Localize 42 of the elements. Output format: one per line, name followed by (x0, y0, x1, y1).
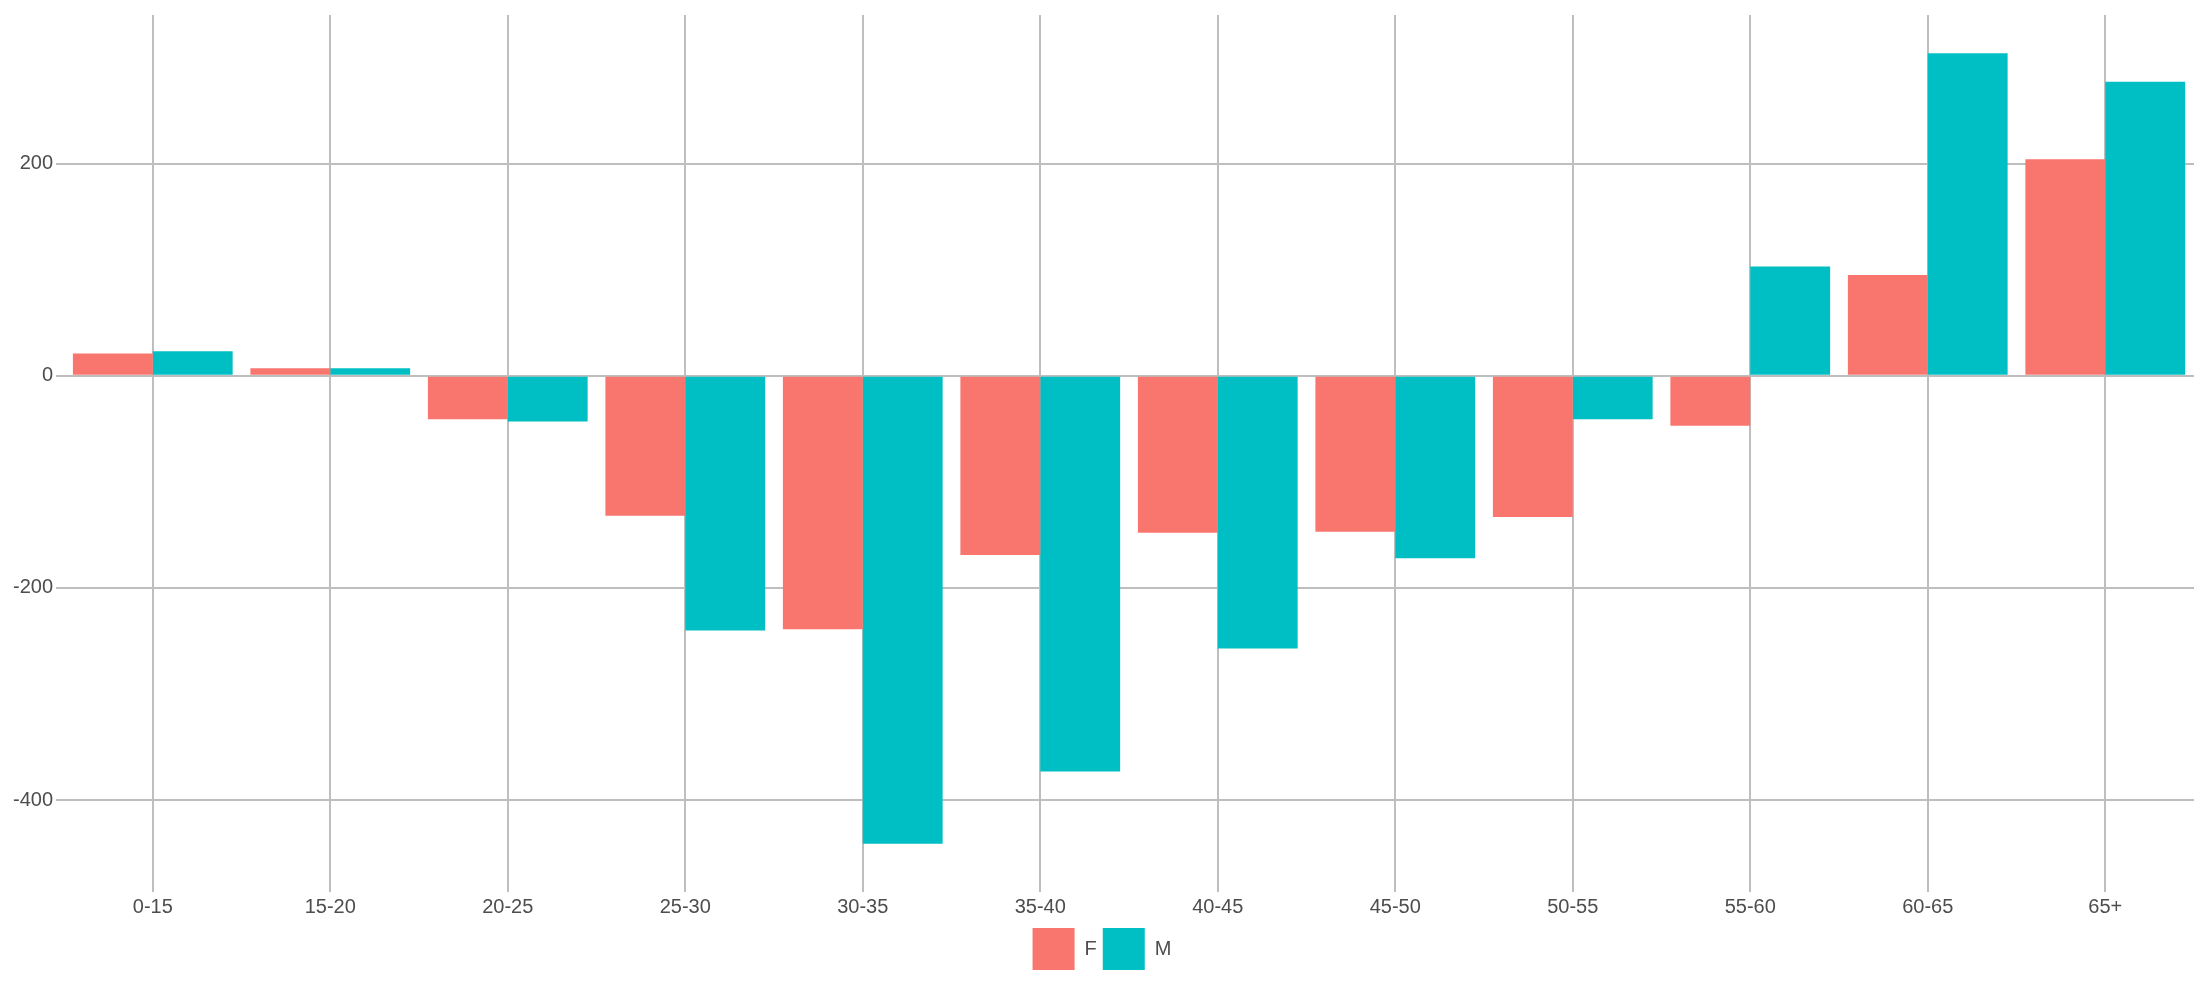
bar (1217, 376, 1298, 649)
x-tick-label: 0-15 (132, 894, 173, 917)
bar (330, 368, 411, 375)
x-tick-label: 25-30 (659, 894, 711, 917)
bar (960, 376, 1041, 556)
y-tick-label: -200 (13, 575, 54, 598)
x-tick-label: 40-45 (1192, 894, 1244, 917)
bar (250, 368, 331, 375)
bar (507, 376, 588, 422)
bar (1492, 376, 1573, 517)
y-tick-label: 200 (19, 151, 54, 174)
bar (427, 376, 508, 420)
legend-label: F (1084, 936, 1097, 959)
bar (2025, 159, 2106, 375)
bar (1572, 376, 1653, 420)
x-tick-label: 15-20 (304, 894, 356, 917)
bar (605, 376, 686, 516)
x-tick-label: 55-60 (1724, 894, 1776, 917)
bar (862, 376, 943, 844)
bar (1315, 376, 1396, 532)
x-tick-label: 65+ (2088, 894, 2123, 917)
bar (782, 376, 863, 630)
bar (152, 351, 233, 375)
y-tick-label: -400 (13, 787, 54, 810)
x-tick-label: 45-50 (1369, 894, 1421, 917)
y-tick-label: 0 (41, 363, 54, 386)
bar (2105, 81, 2186, 375)
bar (1395, 376, 1476, 559)
x-tick-label: 35-40 (1014, 894, 1066, 917)
x-tick-label: 20-25 (482, 894, 534, 917)
bar (1847, 274, 1928, 375)
legend-label: M (1154, 936, 1172, 959)
bar (1137, 376, 1218, 533)
bar (1927, 53, 2008, 375)
bar (1750, 266, 1831, 375)
bar (1670, 376, 1751, 426)
bar (1040, 376, 1121, 772)
x-tick-label: 50-55 (1547, 894, 1599, 917)
bar (685, 376, 766, 631)
x-tick-label: 30-35 (837, 894, 889, 917)
x-tick-label: 60-65 (1902, 894, 1954, 917)
bar (72, 353, 153, 375)
